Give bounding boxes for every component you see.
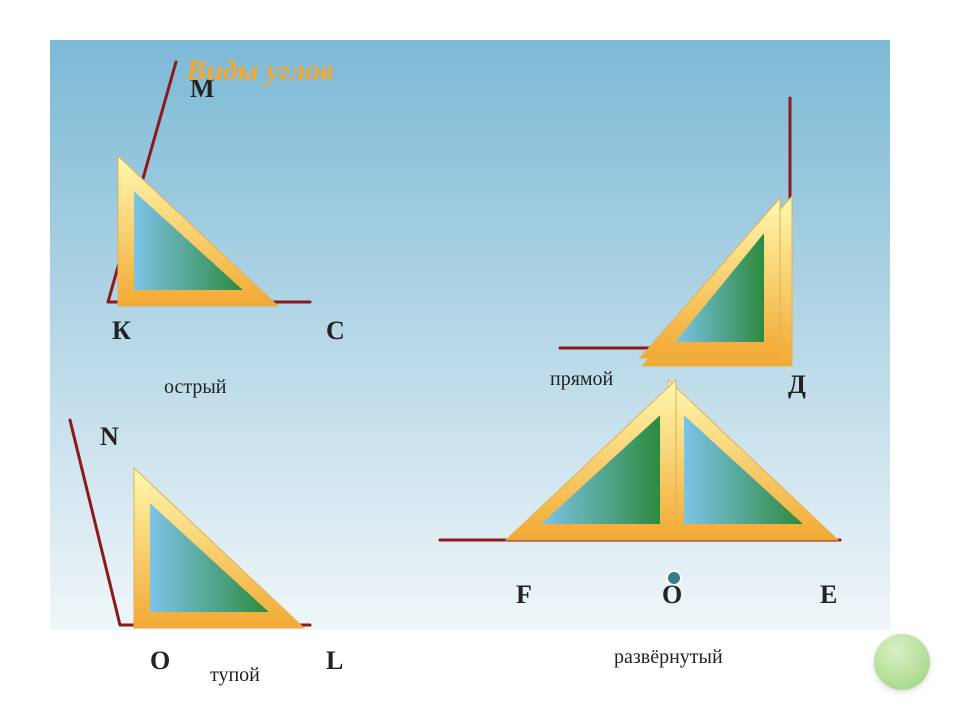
label-E: E (820, 580, 837, 610)
slide-title: Виды углов (186, 54, 334, 88)
next-button[interactable] (874, 634, 930, 690)
label-L: L (326, 646, 343, 676)
slide-canvas (50, 40, 890, 650)
label-N: N (100, 422, 119, 452)
label-O-obtuse: O (150, 646, 170, 676)
straight-name: развёрнутый (614, 646, 723, 669)
slide-area (50, 40, 890, 650)
acute-name: острый (164, 376, 227, 399)
label-D: Д (788, 370, 806, 400)
label-F: F (516, 580, 532, 610)
obtuse-name: тупой (210, 664, 260, 687)
right-name: прямой (550, 368, 613, 391)
label-O-straight: O (662, 580, 682, 610)
label-C: С (326, 316, 345, 346)
label-K: К (112, 316, 131, 346)
